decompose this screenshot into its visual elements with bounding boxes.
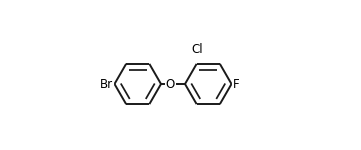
Text: O: O: [165, 78, 175, 90]
Text: F: F: [233, 78, 239, 90]
Text: Br: Br: [100, 78, 113, 90]
Text: Cl: Cl: [192, 43, 203, 56]
